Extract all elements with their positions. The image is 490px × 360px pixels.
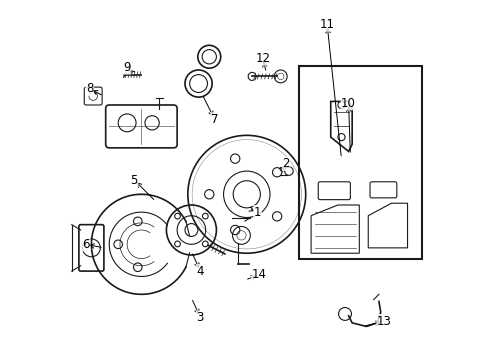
Text: 4: 4	[196, 265, 204, 278]
Text: 7: 7	[211, 113, 219, 126]
Text: 2: 2	[282, 157, 290, 170]
Text: 9: 9	[123, 61, 131, 74]
Text: 8: 8	[86, 82, 93, 95]
Text: 11: 11	[319, 18, 335, 31]
Text: 6: 6	[82, 238, 90, 251]
Text: 5: 5	[130, 174, 138, 186]
Text: 1: 1	[254, 206, 261, 219]
Text: 10: 10	[341, 97, 356, 110]
Text: 14: 14	[252, 268, 267, 281]
Bar	[298, 66, 422, 258]
Text: 13: 13	[377, 315, 392, 328]
Text: 3: 3	[196, 311, 204, 324]
Text: 12: 12	[255, 52, 270, 65]
